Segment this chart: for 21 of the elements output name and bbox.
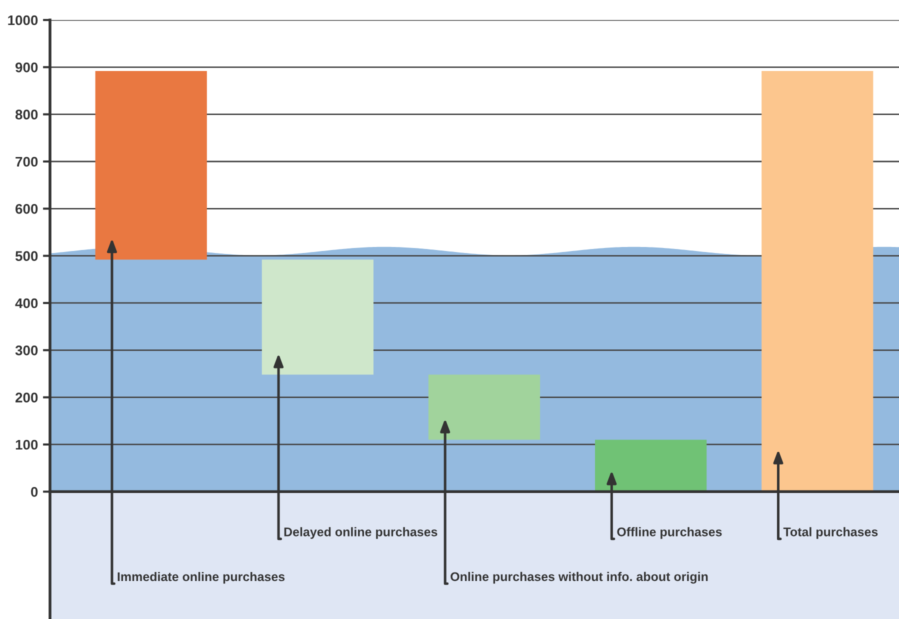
y-tick-label: 700 (16, 156, 38, 167)
bar (428, 374, 540, 440)
annotation: Online purchases without info. about origin (450, 572, 708, 584)
bar (595, 440, 707, 492)
bar (762, 70, 874, 492)
y-tick-label: 300 (15, 345, 38, 356)
y-tick-label: 1000 (8, 15, 38, 26)
y-tick-label: 400 (15, 298, 38, 308)
y-tick-label: 100 (16, 440, 38, 450)
annotation: Immediate online purchases (118, 572, 285, 584)
y-tick-label: 200 (16, 392, 38, 402)
y-tick-label: 900 (16, 62, 38, 72)
annotation: Offline purchases (617, 527, 722, 539)
annotation: Delayed online purchases (284, 527, 438, 539)
bar (262, 260, 374, 375)
y-tick-label: 600 (16, 204, 38, 214)
annotation: Total purchases (783, 527, 878, 539)
y-tick-label: 500 (15, 251, 38, 261)
y-tick-label: 0 (31, 486, 38, 497)
y-tick-label: 800 (15, 110, 38, 120)
bar (95, 70, 207, 260)
